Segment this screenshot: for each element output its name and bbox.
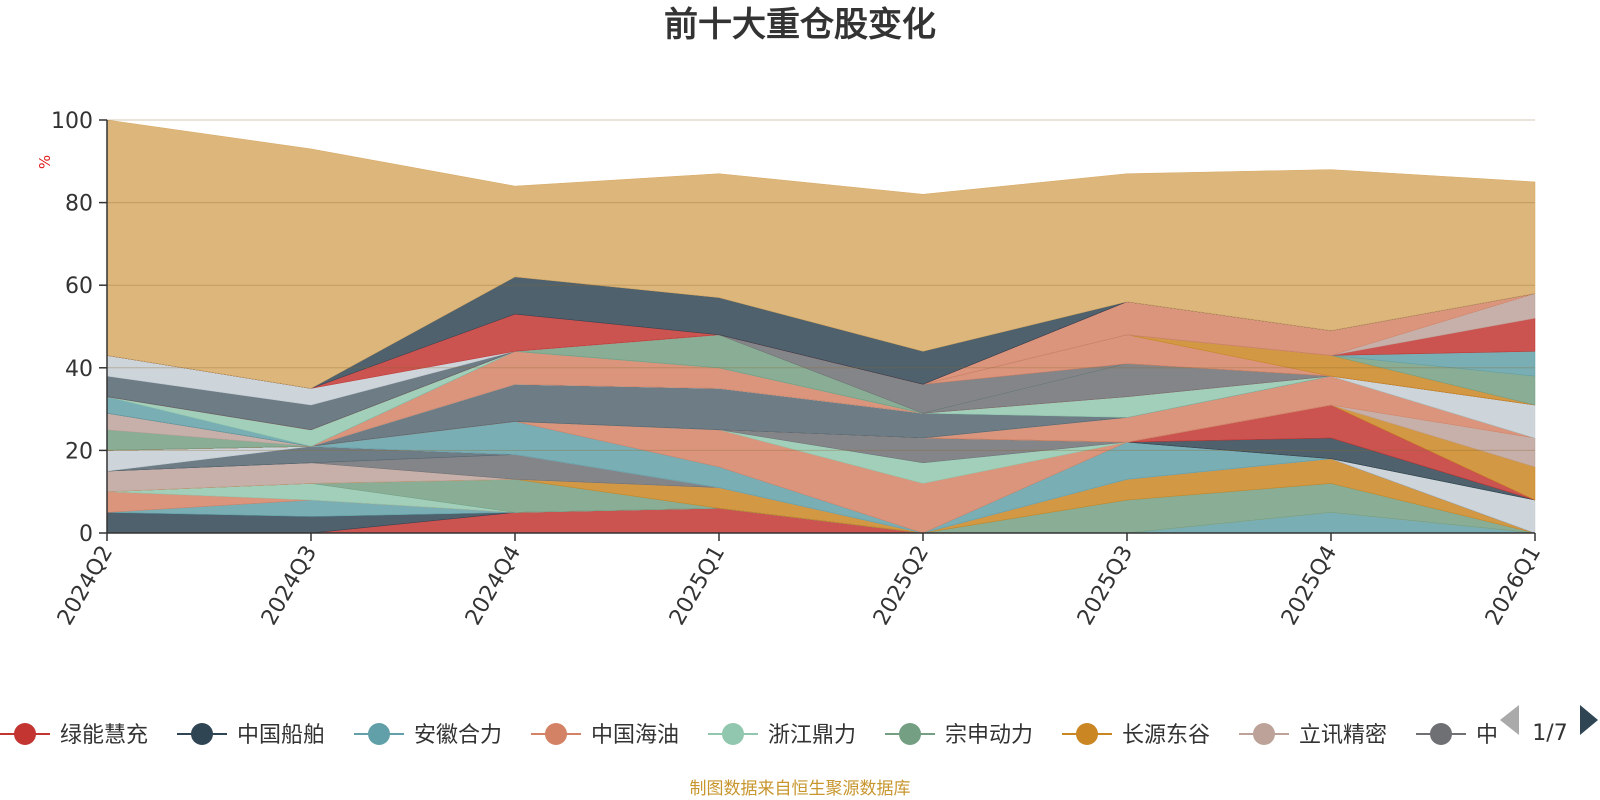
legend-next-arrow-icon[interactable] [1580, 705, 1598, 735]
y-axis-label: % [36, 155, 54, 169]
legend-marker-icon[interactable] [545, 723, 567, 745]
legend-label[interactable]: 安徽合力 [414, 723, 502, 748]
area-layers [106, 119, 1536, 534]
legend-marker-icon[interactable] [722, 723, 744, 745]
legend-label[interactable]: 浙江鼎力 [768, 723, 856, 748]
y-tick-label: 60 [65, 274, 93, 299]
legend-page-indicator: 1/7 [1532, 721, 1567, 746]
grid-lines [107, 119, 1535, 534]
legend-pager: 1/7 [1500, 705, 1598, 746]
x-tick-label: 2026Q1 [1481, 542, 1546, 630]
x-tick-label: 2024Q4 [461, 542, 526, 630]
legend-marker-icon[interactable] [1430, 723, 1452, 745]
legend-marker-icon[interactable] [1076, 723, 1098, 745]
legend-label[interactable]: 绿能慧充 [60, 723, 148, 748]
legend-marker-icon[interactable] [14, 723, 36, 745]
legend-label[interactable]: 中国船舶 [237, 723, 325, 748]
y-tick-label: 20 [65, 439, 93, 464]
legend-marker-icon[interactable] [191, 723, 213, 745]
legend-marker-icon[interactable] [1253, 723, 1275, 745]
chart-title: 前十大重仓股变化 [664, 5, 936, 45]
legend-marker-icon[interactable] [899, 723, 921, 745]
x-tick-label: 2024Q3 [257, 542, 322, 630]
legend-prev-arrow-icon[interactable] [1500, 705, 1519, 735]
y-tick-label: 0 [79, 522, 93, 547]
x-tick-label: 2025Q1 [665, 542, 730, 630]
x-tick-label: 2024Q2 [53, 542, 118, 630]
legend-label[interactable]: 长源东谷 [1122, 723, 1210, 748]
legend-marker-icon[interactable] [368, 723, 390, 745]
y-tick-label: 40 [65, 357, 93, 382]
area-其他[interactable] [106, 119, 1536, 389]
x-tick-label: 2025Q4 [1277, 542, 1342, 630]
y-tick-label: 100 [51, 109, 93, 134]
y-tick-label: 80 [65, 192, 93, 217]
source-note: 制图数据来自恒生聚源数据库 [690, 779, 911, 799]
legend-label[interactable]: 宗申动力 [945, 723, 1033, 748]
legend-label[interactable]: 立讯精密 [1299, 723, 1387, 748]
legend-label[interactable]: 中国海油 [591, 723, 679, 748]
legend: 绿能慧充 中国船舶 安徽合力 中国海油 浙江鼎力 宗申动力 长源东谷 立讯精密 中 [0, 723, 1498, 748]
x-tick-label: 2025Q2 [869, 542, 934, 630]
legend-label[interactable]: 中 [1476, 723, 1498, 748]
x-tick-label: 2025Q3 [1073, 542, 1138, 630]
